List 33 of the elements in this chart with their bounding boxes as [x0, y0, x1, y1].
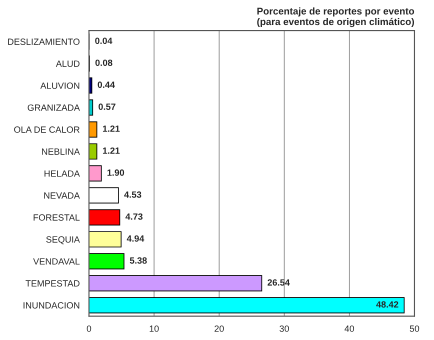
data-label: 4.73 — [125, 213, 143, 220]
x-tick-label: 10 — [150, 325, 159, 332]
data-label: 48.42 — [376, 301, 398, 308]
data-label: 0.44 — [98, 82, 115, 88]
y-tick-label: SEQUIA — [46, 236, 80, 244]
y-tick-label: FORESTAL — [34, 214, 80, 221]
data-label: 4.53 — [124, 191, 142, 198]
y-tick-label: TEMPESTAD — [26, 280, 80, 287]
y-tick-label: HELADA — [44, 170, 80, 177]
x-tick-label: 20 — [214, 325, 224, 332]
data-label: 1.90 — [107, 169, 124, 176]
x-tick-label: 30 — [280, 325, 289, 332]
x-tick-label: 0 — [86, 325, 92, 332]
y-tick-label: DESLIZAMIENTO — [8, 38, 80, 45]
data-label: 4.94 — [126, 235, 144, 242]
y-tick-label: NEBLINA — [42, 148, 80, 155]
data-label: 26.54 — [268, 279, 290, 286]
data-label: 0.57 — [98, 104, 116, 110]
x-tick-label: 50 — [410, 325, 420, 332]
y-tick-label: ALUVION — [40, 82, 80, 89]
x-tick-label: 40 — [344, 325, 354, 332]
y-tick-label: NEVADA — [44, 192, 80, 199]
chart-title: Porcentaje de reportes por evento (para eventos de origen climático) — [257, 7, 414, 28]
y-tick-label: INUNDACION — [24, 302, 80, 309]
y-tick-label: VENDAVAL — [33, 258, 80, 265]
data-label: 0.04 — [95, 38, 112, 44]
data-label: 1.21 — [102, 125, 120, 132]
y-tick-label: GRANIZADA — [28, 104, 80, 111]
data-label: 1.21 — [102, 147, 120, 154]
y-tick-label: ALUD — [56, 60, 80, 67]
data-label: 5.38 — [130, 257, 147, 264]
data-label: 0.08 — [95, 60, 112, 66]
y-tick-label: OLA DE CALOR — [14, 126, 80, 133]
